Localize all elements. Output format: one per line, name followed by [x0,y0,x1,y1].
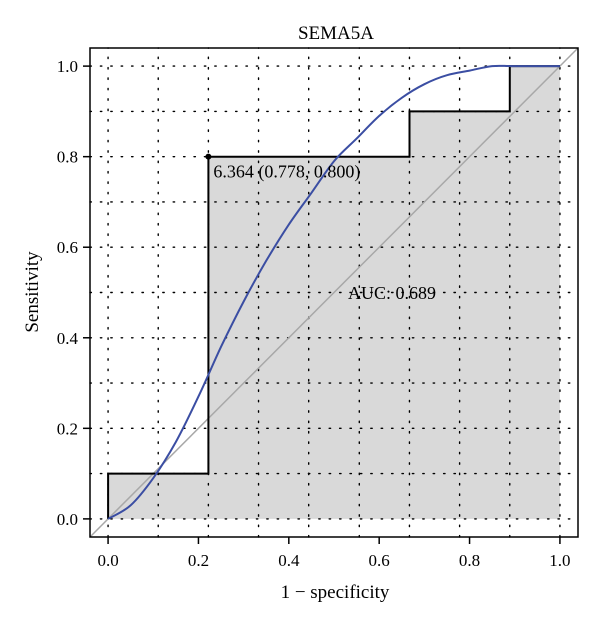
reference-diagonal-line [89,47,579,538]
y-axis-label: Sensitivity [22,251,43,333]
empirical-roc-step-line [107,65,560,519]
y-tick-label: 0.4 [57,329,79,348]
y-tick-label: 0.0 [57,510,78,529]
y-axis: 0.0 0.2 0.4 0.6 0.8 1.0 [57,57,90,529]
y-tick-label: 0.6 [57,238,78,257]
x-tick-label: 0.8 [459,551,480,570]
chart-title: SEMA5A [298,23,374,44]
y-tick-label: 0.2 [57,419,78,438]
auc-label: AUC: 0.689 [348,283,436,303]
y-tick-label: 0.8 [57,148,78,167]
x-tick-label: 0.4 [278,551,300,570]
x-axis-label: 1 − specificity [281,582,390,603]
threshold-label: 6.364 (0.778, 0.800) [213,162,360,183]
x-tick-label: 1.0 [549,551,570,570]
threshold-point [205,153,212,160]
plot-area: 6.364 (0.778, 0.800) AUC: 0.689 [89,47,579,538]
x-axis: 0.0 0.2 0.4 0.6 0.8 1.0 [97,537,571,570]
x-tick-label: 0.0 [97,551,118,570]
plot-frame [89,47,579,538]
x-tick-label: 0.6 [369,551,390,570]
y-tick-label: 1.0 [57,57,78,76]
x-tick-label: 0.2 [188,551,209,570]
smoothed-roc-curve [107,64,560,520]
